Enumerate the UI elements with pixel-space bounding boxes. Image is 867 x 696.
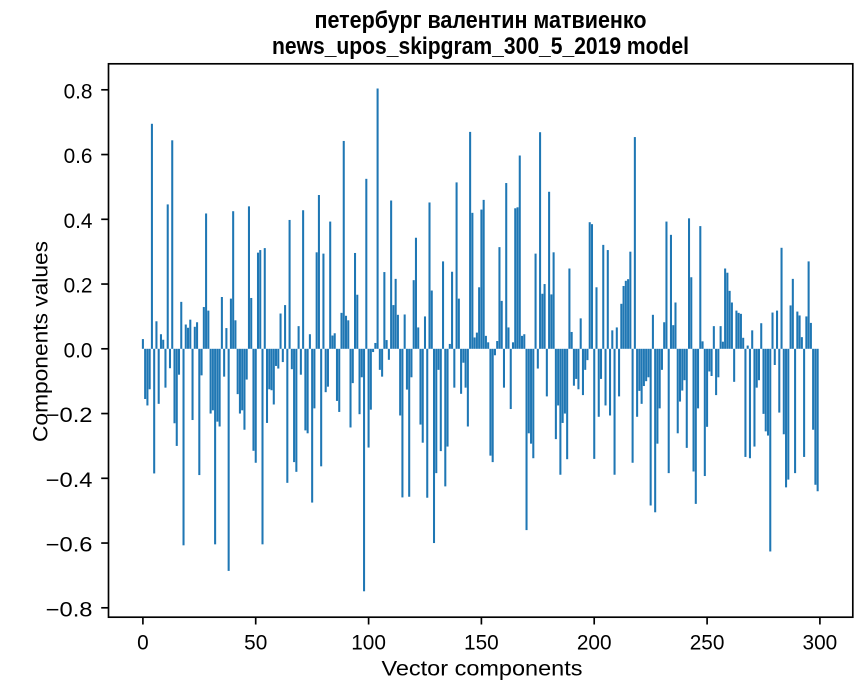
svg-text:Components values: Components values — [30, 241, 53, 442]
svg-text:300: 300 — [803, 632, 838, 655]
svg-text:−0.8: −0.8 — [46, 598, 93, 621]
svg-text:0: 0 — [137, 632, 149, 655]
svg-text:−0.6: −0.6 — [46, 534, 93, 557]
svg-text:50: 50 — [244, 632, 267, 655]
svg-text:100: 100 — [351, 632, 386, 655]
svg-text:0.2: 0.2 — [64, 275, 93, 298]
svg-text:0.4: 0.4 — [64, 210, 93, 233]
svg-text:0.8: 0.8 — [64, 80, 93, 103]
svg-text:0.6: 0.6 — [64, 145, 93, 168]
svg-text:−0.4: −0.4 — [46, 469, 93, 492]
svg-text:петербург валентин матвиенко: петербург валентин матвиенко — [315, 7, 647, 34]
svg-text:Vector components: Vector components — [382, 657, 583, 680]
svg-text:−0.2: −0.2 — [46, 404, 93, 427]
svg-text:250: 250 — [690, 632, 725, 655]
svg-text:news_upos_skipgram_300_5_2019: news_upos_skipgram_300_5_2019 model — [272, 33, 689, 60]
svg-text:200: 200 — [577, 632, 612, 655]
svg-text:150: 150 — [464, 632, 499, 655]
svg-text:0.0: 0.0 — [64, 339, 93, 362]
